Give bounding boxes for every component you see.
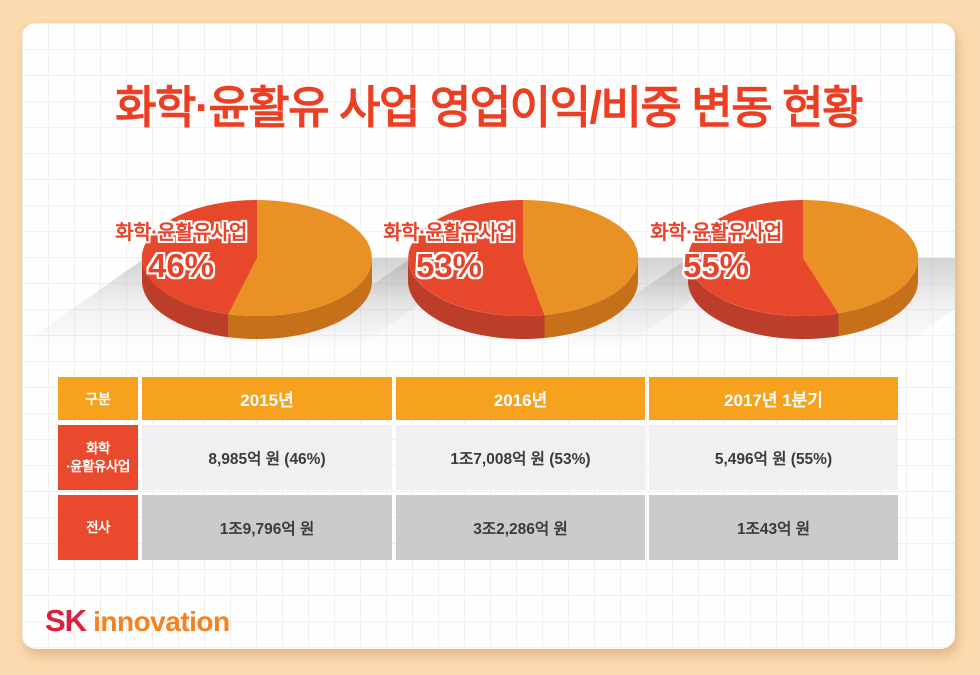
row-label-chemical-lubricant: 화학 ·윤활유사업 [58,425,138,490]
pie-chart-2016 [408,199,639,340]
sk-logo-text: SK [45,603,87,638]
table-cell-2017q1-total: 1조43억 원 [649,495,898,560]
data-table: 구분 2015년 2016년 2017년 1분기 화학 ·윤활유사업 8,985… [58,377,900,560]
table-cell-2016-chemical: 1조7,008억 원 (53%) [396,425,645,490]
table-header-2016: 2016년 [396,377,645,420]
table-header-2015: 2015년 [142,377,392,420]
row-label-total: 전사 [58,495,138,560]
pie-label-percent: 53% [415,247,483,284]
pie-label-percent: 46% [147,247,215,284]
pie-label-name: 화학·윤활유사업 [650,222,782,244]
pie-label: 화학·윤활유사업 55% [631,220,801,284]
table-cell-2016-total: 3조2,286억 원 [396,495,645,560]
pie-label: 화학·윤활유사업 53% [364,220,534,284]
pie-label-percent: 55% [682,247,750,284]
pie-label-name: 화학·윤활유사업 [115,222,247,244]
sk-innovation-logo: SK innovation [45,603,230,639]
innovation-logo-text: innovation [93,606,230,637]
pie-chart-2017q1 [687,199,919,340]
table-header-2017q1: 2017년 1분기 [649,377,898,420]
page-title: 화학·윤활유 사업 영업이익/비중 변동 현황 [115,82,863,133]
infographic-card: 화학·윤활유 사업 영업이익/비중 변동 현황 화학·윤활유사업 46% 화학·… [22,23,955,649]
table-cell-2017q1-chemical: 5,496억 원 (55%) [649,425,898,490]
table-cell-2015-chemical: 8,985억 원 (46%) [142,425,392,490]
table-cell-2015-total: 1조9,796억 원 [142,495,392,560]
pie-chart-2015 [141,199,373,340]
pie-label: 화학·윤활유사업 46% [96,220,266,284]
pie-label-name: 화학·윤활유사업 [383,222,515,244]
table-header-gubun: 구분 [58,377,138,420]
